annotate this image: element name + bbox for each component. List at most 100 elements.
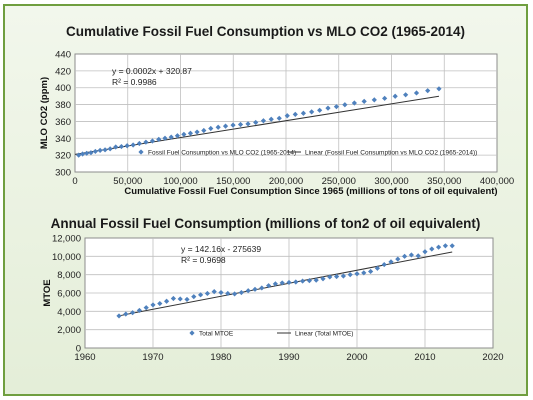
legend-label-trendline: Linear (Fossil Fuel Consumption vs MLO C… — [305, 150, 477, 157]
data-point — [230, 122, 236, 128]
y-axis-title: MLO CO2 (ppm) — [39, 77, 50, 149]
data-point — [237, 121, 244, 128]
data-point — [149, 138, 156, 144]
data-point — [266, 283, 272, 289]
data-point — [309, 109, 315, 115]
data-point — [118, 143, 125, 150]
data-point — [107, 146, 113, 152]
data-point — [325, 105, 331, 111]
y-tick-label: 0 — [76, 344, 81, 355]
data-point — [260, 118, 267, 124]
x-tick-label: 350,000 — [427, 176, 461, 187]
data-point — [136, 140, 142, 147]
chart-co2-vs-consumption: Cumulative Fossil Fuel Consumption vs ML… — [5, 6, 526, 202]
data-point — [403, 92, 409, 98]
data-point — [292, 111, 298, 117]
data-point — [156, 136, 162, 142]
data-point — [208, 125, 214, 132]
data-point — [425, 88, 431, 94]
trendline-equation: y = 142.16x - 275639 — [181, 244, 261, 254]
x-tick-label: 0 — [72, 176, 77, 187]
data-point — [162, 135, 168, 141]
trendline — [118, 251, 453, 317]
y-tick-label: 300 — [55, 168, 71, 179]
trendline-equation: y = 0.0002x + 320.87 — [112, 66, 192, 76]
data-point — [181, 131, 187, 138]
data-point — [84, 150, 90, 156]
x-tick-label: 2010 — [414, 352, 435, 363]
data-point — [194, 129, 200, 135]
data-point — [284, 113, 290, 119]
chart-title: Cumulative Fossil Fuel Consumption vs ML… — [65, 24, 466, 39]
legend-label-points: Total MTOE — [199, 331, 234, 338]
data-point — [334, 273, 340, 280]
legend-label-points: Fossil Fuel Consumption vs MLO CO2 (1965… — [148, 150, 296, 157]
data-point — [211, 289, 217, 295]
y-tick-label: 4,000 — [57, 307, 81, 318]
data-point — [215, 124, 221, 130]
data-point — [333, 104, 340, 110]
x-tick-label: 250,000 — [322, 176, 356, 187]
y-tick-label: 380 — [55, 100, 71, 111]
data-point — [293, 279, 299, 285]
data-point — [449, 243, 455, 249]
data-point — [361, 98, 367, 104]
y-tick-label: 400 — [55, 83, 71, 94]
y-tick-label: 440 — [55, 50, 71, 61]
y-tick-label: 340 — [55, 134, 71, 145]
data-point — [201, 127, 207, 134]
x-axis-title: Cumulative Fossil Fuel Consumption Since… — [124, 186, 497, 197]
data-point — [413, 90, 420, 96]
y-axis-title: MTOE — [42, 279, 53, 306]
data-point — [97, 147, 103, 153]
y-tick-label: 6,000 — [57, 289, 81, 300]
x-tick-label: 1980 — [210, 352, 231, 363]
chart-annual-consumption: Annual Fossil Fuel Consumption (millions… — [5, 202, 526, 394]
data-point — [402, 253, 408, 259]
data-point — [351, 100, 357, 106]
y-tick-label: 2,000 — [57, 325, 81, 336]
data-point — [342, 102, 348, 108]
legend-marker-points — [189, 330, 195, 336]
data-point — [92, 148, 98, 155]
data-point — [408, 252, 414, 258]
legend-label-trendline: Linear (Total MTOE) — [295, 331, 353, 338]
data-point — [317, 107, 323, 113]
chart-title: Annual Fossil Fuel Consumption (millions… — [50, 216, 481, 231]
trendline — [74, 95, 440, 155]
data-point — [429, 246, 435, 252]
x-tick-label: 1960 — [74, 352, 95, 363]
y-tick-label: 12,000 — [52, 234, 81, 245]
x-tick-label: 50,000 — [113, 176, 142, 187]
x-tick-label: 100,000 — [163, 176, 197, 187]
chart-mtoe-plot: 0 2,000 4,000 6,000 8,000 10,000 12,000 1960 197… — [42, 234, 504, 364]
data-point — [259, 285, 265, 291]
data-point — [306, 278, 312, 284]
x-tick-label: 400,000 — [480, 176, 514, 187]
data-point — [436, 244, 442, 250]
chart-co2-plot: 300 320 340 360 380 400 420 440 0 50,000 100,000 15… — [39, 50, 514, 198]
data-point — [164, 298, 170, 304]
data-point — [79, 151, 86, 157]
data-point — [340, 273, 346, 279]
data-point — [371, 97, 377, 103]
data-point — [300, 110, 307, 116]
data-point — [300, 278, 306, 284]
x-tick-label: 1970 — [142, 352, 163, 363]
data-point — [187, 130, 194, 136]
legend-marker-points — [138, 149, 144, 155]
data-point — [368, 268, 374, 275]
data-point — [276, 115, 282, 121]
x-tick-label: 300,000 — [374, 176, 408, 187]
data-point — [374, 265, 380, 271]
slide-frame: Cumulative Fossil Fuel Consumption vs ML… — [3, 4, 528, 396]
y-tick-label: 360 — [55, 117, 71, 128]
data-point — [382, 95, 388, 101]
data-point — [442, 243, 448, 249]
data-point — [174, 133, 181, 139]
data-point — [88, 150, 94, 156]
x-tick-label: 2020 — [482, 352, 503, 363]
data-point — [113, 144, 119, 150]
data-point — [170, 295, 176, 302]
data-point — [222, 123, 229, 129]
